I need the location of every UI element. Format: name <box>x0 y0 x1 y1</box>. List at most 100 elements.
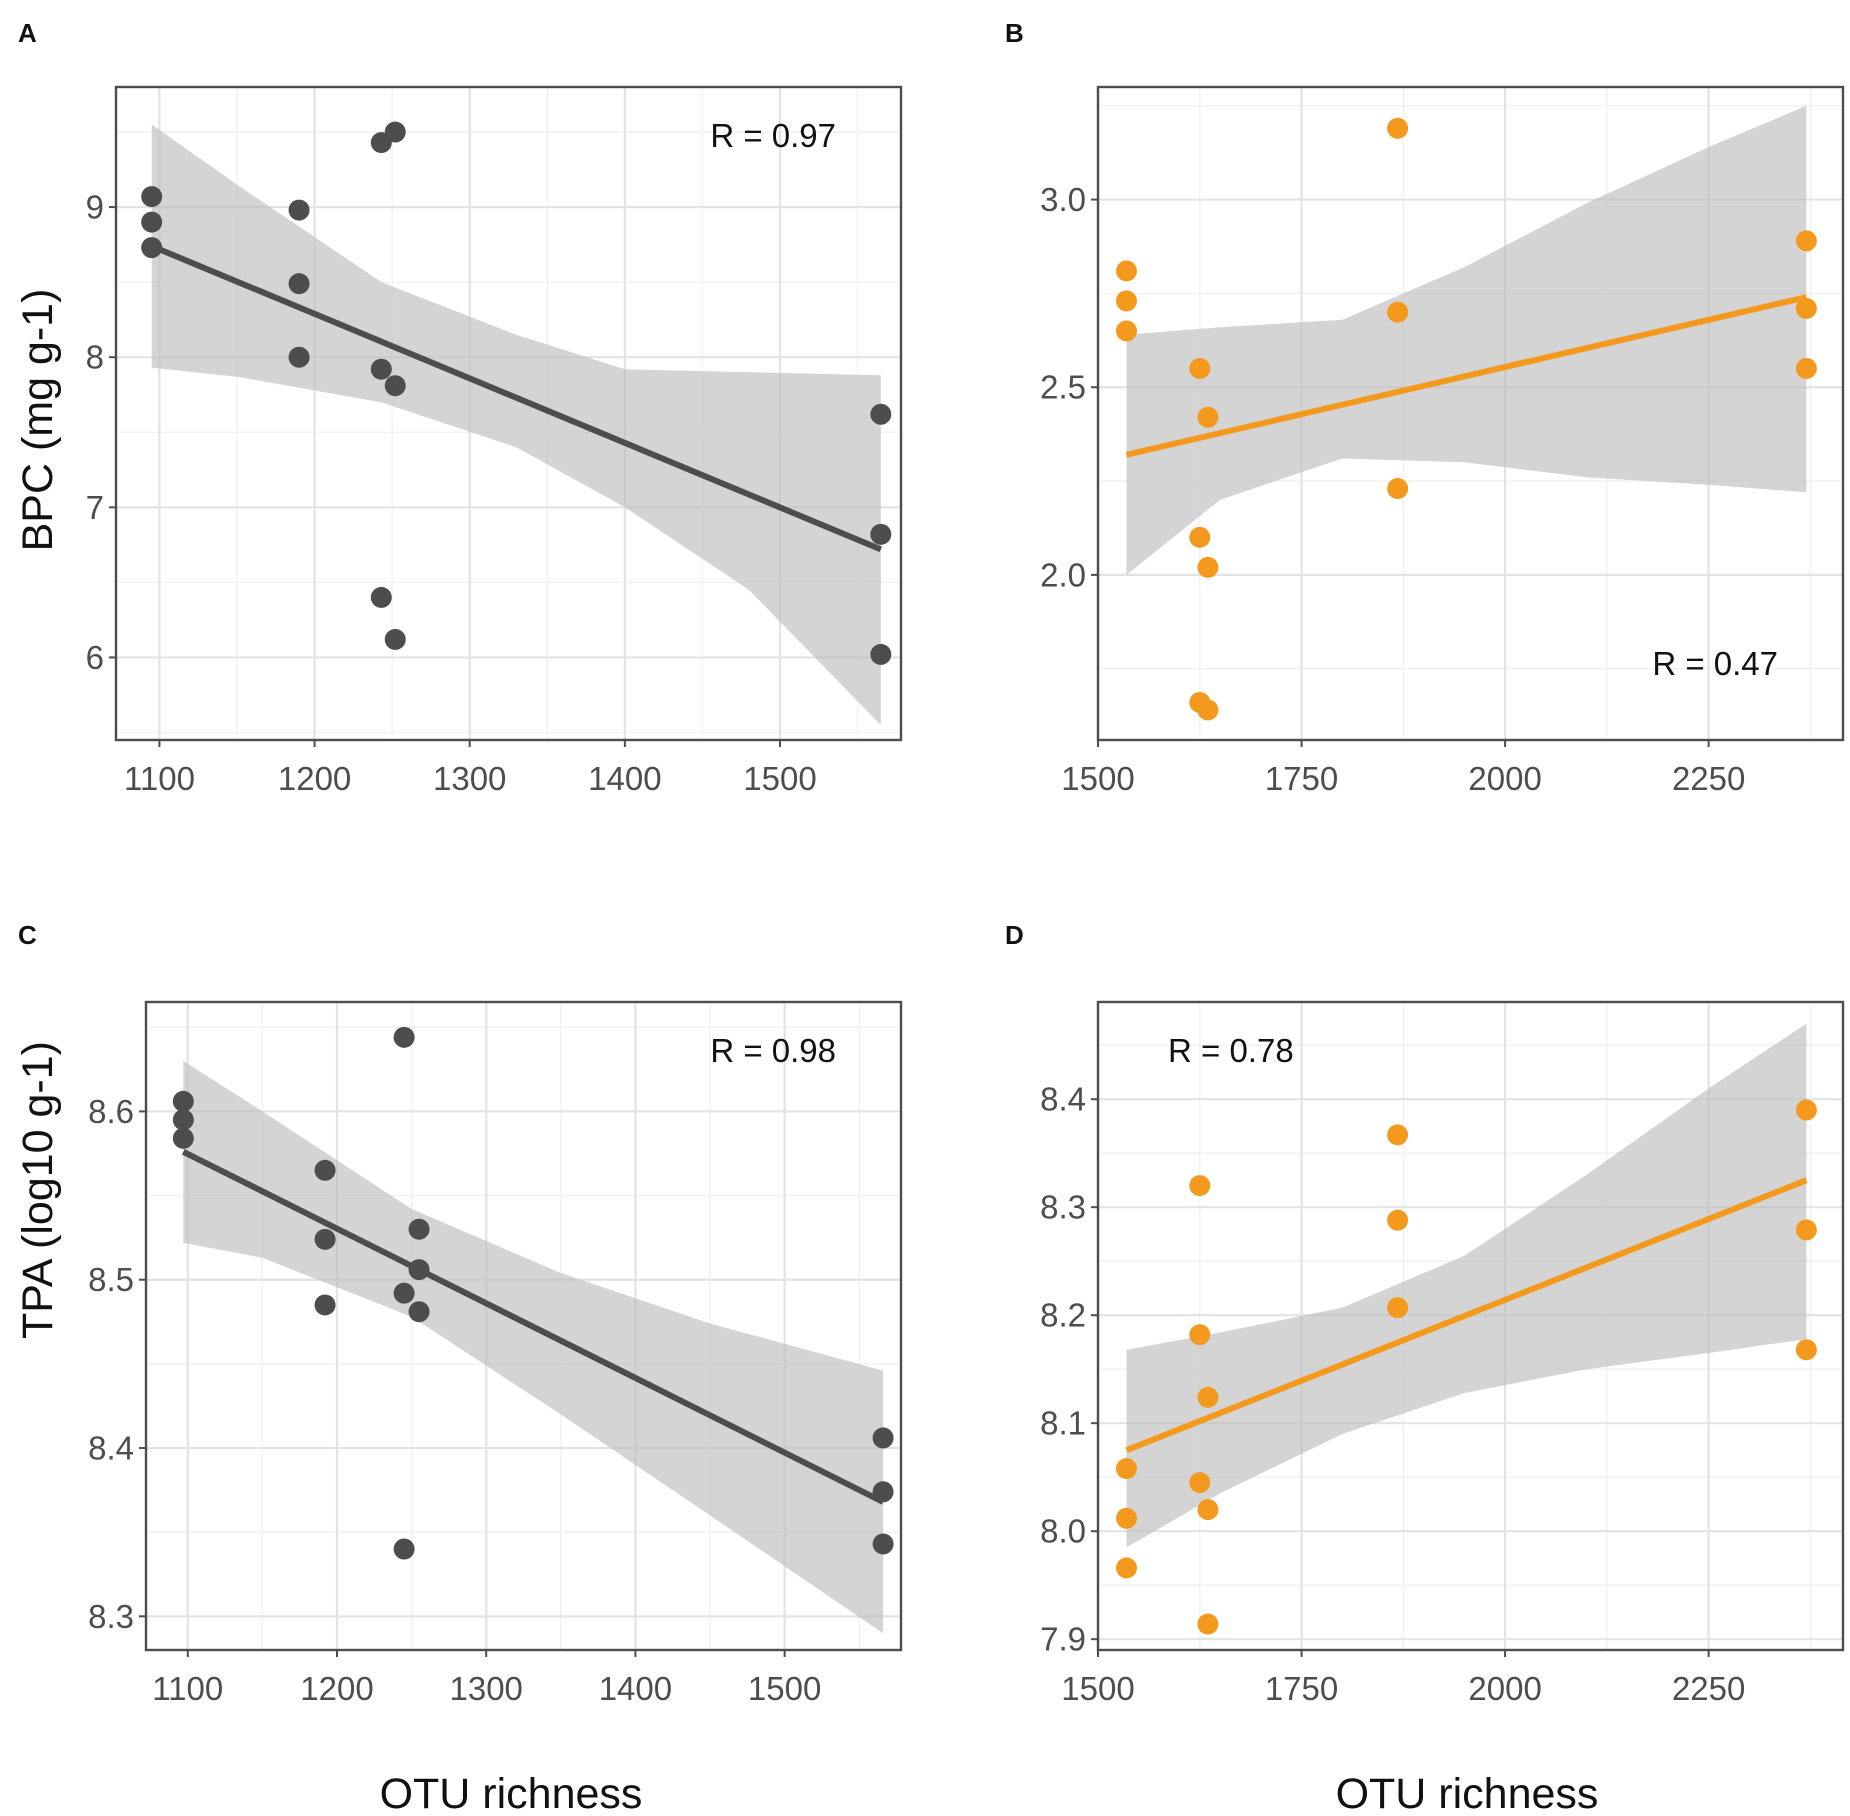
confidence-band-a <box>151 124 881 725</box>
panel-frame-d <box>1096 1000 1845 1652</box>
data-point <box>1115 260 1137 282</box>
data-point <box>1387 478 1409 500</box>
y-tick-label: 8.3 <box>1040 1189 1086 1226</box>
y-tick-label: 2.5 <box>1040 369 1086 406</box>
data-point <box>288 199 310 221</box>
confidence-band-b <box>1126 105 1807 575</box>
x-tick-label: 1750 <box>1265 760 1338 797</box>
x-tick-label: 1100 <box>124 760 195 797</box>
data-point <box>1197 699 1219 721</box>
data-point <box>872 1427 894 1449</box>
x-tick-label: 1500 <box>1061 1670 1134 1707</box>
data-point <box>1115 1557 1137 1579</box>
x-tick-label: 1500 <box>1061 760 1134 797</box>
panel-label-d: D <box>1005 920 1024 950</box>
data-point <box>314 1294 336 1316</box>
data-point <box>872 1533 894 1555</box>
x-tick-label: 1300 <box>433 760 506 797</box>
regression-line-b <box>1125 294 1808 458</box>
x-tick-label: 2000 <box>1468 1670 1541 1707</box>
x-tick-label: 1200 <box>278 760 351 797</box>
y-tick-label: 7 <box>86 489 104 526</box>
data-point <box>314 1159 336 1181</box>
data-point <box>1197 1386 1219 1408</box>
data-point <box>1197 406 1219 428</box>
data-point <box>1189 1175 1211 1197</box>
y-tick-label: 8.5 <box>88 1261 134 1298</box>
data-point <box>1387 1124 1409 1146</box>
data-point <box>408 1259 430 1281</box>
x-axis-title-left: OTU richness <box>380 1770 643 1816</box>
data-point <box>408 1218 430 1240</box>
data-point <box>1795 357 1817 379</box>
panel-frame-a <box>114 85 903 742</box>
y-tick-label: 8.4 <box>88 1430 134 1467</box>
data-point <box>141 237 163 259</box>
data-point <box>870 643 892 665</box>
y-tick-label: 8.6 <box>88 1093 134 1130</box>
panel-frame-b <box>1096 85 1845 742</box>
data-point <box>288 273 310 295</box>
data-point <box>370 358 392 380</box>
x-tick-label: 1200 <box>300 1670 373 1707</box>
data-point <box>384 375 406 397</box>
data-point <box>1189 1472 1211 1494</box>
data-point <box>314 1228 336 1250</box>
y-tick-label: 8 <box>86 339 104 376</box>
y-axis-title-bpc: BPC (mg g-1) <box>14 289 62 552</box>
x-tick-label: 1300 <box>449 1670 522 1707</box>
data-point <box>870 403 892 425</box>
y-tick-label: 7.9 <box>1040 1621 1086 1658</box>
y-axis-title-tpa: TPA (log10 g-1) <box>14 1041 62 1339</box>
data-point <box>1795 297 1817 319</box>
panel-label-c: C <box>18 920 37 950</box>
data-point <box>1387 1297 1409 1319</box>
y-tick-label: 6 <box>86 639 104 676</box>
regression-line-d <box>1125 1177 1808 1453</box>
data-point <box>393 1026 415 1048</box>
data-point <box>1189 1324 1211 1346</box>
x-tick-label: 1400 <box>588 760 661 797</box>
x-tick-label: 1500 <box>748 1670 821 1707</box>
data-point <box>384 121 406 143</box>
regression-line-c <box>181 1149 885 1505</box>
data-point <box>1197 1613 1219 1635</box>
data-point <box>1387 117 1409 139</box>
confidence-band-c <box>183 1060 884 1634</box>
data-point <box>1387 1209 1409 1231</box>
data-point <box>1115 1507 1137 1529</box>
data-point <box>393 1538 415 1560</box>
data-point <box>172 1109 194 1131</box>
correlation-label-a: R = 0.97 <box>710 117 836 154</box>
data-point <box>1115 290 1137 312</box>
y-tick-label: 8.4 <box>1040 1081 1086 1118</box>
data-point <box>1795 230 1817 252</box>
x-tick-label: 1100 <box>152 1670 223 1707</box>
data-point <box>1189 357 1211 379</box>
data-point <box>141 211 163 233</box>
panel-b: B 1500 1750 2000 2250 2.0 2.5 3.0 R = 0.47 <box>1005 18 1845 797</box>
correlation-label-d: R = 0.78 <box>1168 1032 1294 1069</box>
correlation-label-c: R = 0.98 <box>710 1032 836 1069</box>
data-point <box>1115 320 1137 342</box>
y-tick-label: 8.3 <box>88 1598 134 1635</box>
panel-frame-c <box>144 1000 903 1652</box>
panel-label-b: B <box>1005 18 1024 48</box>
x-tick-label: 1400 <box>599 1670 672 1707</box>
data-point <box>370 586 392 608</box>
panel-d: D 1500 1750 2000 2250 7.9 8.0 8.1 8.2 8.3 8.4 R = 0… <box>1005 920 1845 1707</box>
confidence-band-d <box>1126 1023 1807 1548</box>
data-point <box>141 186 163 208</box>
y-tick-label: 3.0 <box>1040 181 1086 218</box>
data-point <box>408 1301 430 1323</box>
data-point <box>1795 1099 1817 1121</box>
data-point <box>872 1481 894 1503</box>
data-point <box>1115 1458 1137 1480</box>
data-point <box>288 346 310 368</box>
data-point <box>1795 1219 1817 1241</box>
x-tick-label: 2000 <box>1468 760 1541 797</box>
panel-a: A 1100 1200 1300 1400 1500 6 7 8 9 R = 0.97 <box>18 18 903 797</box>
x-tick-label: 1750 <box>1265 1670 1338 1707</box>
y-tick-label: 8.0 <box>1040 1513 1086 1550</box>
